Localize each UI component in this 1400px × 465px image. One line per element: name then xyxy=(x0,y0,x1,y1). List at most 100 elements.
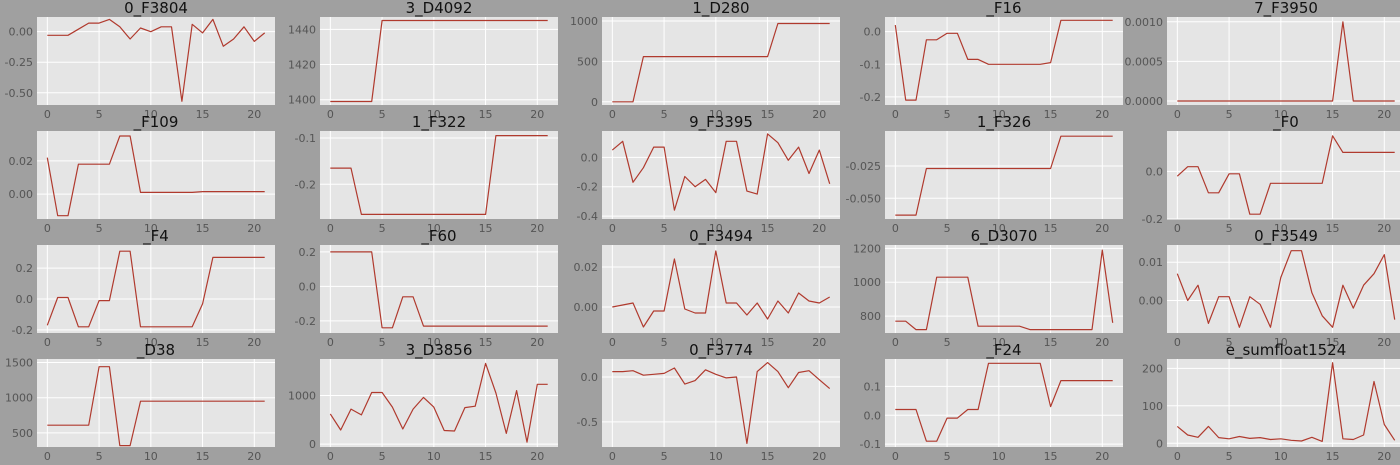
plot-area xyxy=(602,359,840,447)
x-tick-label: 5 xyxy=(944,336,951,349)
chart-panel-7: 9_F3395 0 5 10 15 20 0.0 -0.2 -0.4 xyxy=(577,113,840,235)
x-tick-label: 0 xyxy=(609,336,616,349)
y-tick-label: 0.0 xyxy=(864,26,882,39)
x-tick-label: 0 xyxy=(892,108,899,121)
x-tick-label: 5 xyxy=(661,108,668,121)
plot-area xyxy=(1167,245,1400,333)
x-tick-label: 10 xyxy=(144,450,158,463)
x-tick-label: 20 xyxy=(1377,450,1391,463)
plot-area xyxy=(320,245,558,333)
plot-area xyxy=(1167,131,1400,219)
y-tick-label: 0.0 xyxy=(581,151,599,164)
plot-area xyxy=(885,245,1123,333)
x-tick-label: 0 xyxy=(327,336,334,349)
chart-title: _F109 xyxy=(133,113,179,132)
plot-area xyxy=(602,245,840,333)
x-tick-label: 15 xyxy=(1326,222,1340,235)
y-tick-label: 0.01 xyxy=(1139,256,1164,269)
x-tick-label: 10 xyxy=(427,336,441,349)
y-tick-label: -0.2 xyxy=(577,181,598,194)
y-tick-label: 500 xyxy=(12,427,33,440)
y-tick-label: -0.1 xyxy=(860,438,881,451)
chart-panel-4: 7_F3950 0 5 10 15 20 0.0010 0.0005 0.0000 xyxy=(1125,0,1400,121)
x-tick-label: 20 xyxy=(1377,222,1391,235)
x-tick-label: 20 xyxy=(1095,222,1109,235)
chart-title: _F24 xyxy=(985,341,1021,360)
x-tick-label: 15 xyxy=(1044,450,1058,463)
chart-panel-14: 0_F3549 0 5 10 15 20 0.01 0.00 xyxy=(1139,227,1400,349)
x-tick-label: 5 xyxy=(944,108,951,121)
y-tick-label: -0.2 xyxy=(295,315,316,328)
y-tick-label: 0.00 xyxy=(1139,294,1164,307)
chart-panel-5: _F109 0 5 10 15 20 0.02 0.00 xyxy=(9,113,275,235)
x-tick-label: 10 xyxy=(1274,108,1288,121)
y-tick-label: 0.2 xyxy=(16,262,34,275)
x-tick-label: 5 xyxy=(96,450,103,463)
chart-panel-1: 3_D4092 0 5 10 15 20 1440 1420 1400 xyxy=(288,0,558,121)
x-tick-label: 10 xyxy=(709,336,723,349)
x-tick-label: 15 xyxy=(1044,222,1058,235)
x-tick-label: 0 xyxy=(327,222,334,235)
y-tick-label: 0.2 xyxy=(299,246,317,259)
x-tick-label: 0 xyxy=(609,108,616,121)
y-tick-label: 0.00 xyxy=(9,188,34,201)
plot-area xyxy=(885,131,1123,219)
plot-area xyxy=(37,245,275,333)
x-tick-label: 0 xyxy=(44,108,51,121)
chart-title: 3_D4092 xyxy=(406,0,473,18)
y-tick-label: 1000 xyxy=(853,276,881,289)
x-tick-label: 0 xyxy=(327,108,334,121)
x-tick-label: 0 xyxy=(1174,108,1181,121)
x-tick-label: 15 xyxy=(1044,108,1058,121)
chart-title: 9_F3395 xyxy=(689,113,753,132)
x-tick-label: 5 xyxy=(661,336,668,349)
x-tick-label: 20 xyxy=(247,450,261,463)
y-tick-label: -0.25 xyxy=(5,56,33,69)
x-tick-label: 10 xyxy=(709,108,723,121)
x-tick-label: 20 xyxy=(1377,336,1391,349)
chart-title: _F16 xyxy=(985,0,1021,18)
x-tick-label: 5 xyxy=(1226,336,1233,349)
chart-panel-6: 1_F322 0 5 10 15 20 -0.1 -0.2 xyxy=(295,113,558,235)
chart-title: _F4 xyxy=(142,227,169,246)
x-tick-label: 10 xyxy=(1274,336,1288,349)
plot-area xyxy=(37,17,275,105)
x-tick-label: 10 xyxy=(709,222,723,235)
x-tick-label: 15 xyxy=(1326,108,1340,121)
x-tick-label: 10 xyxy=(992,336,1006,349)
y-tick-label: 1000 xyxy=(570,15,598,28)
y-tick-label: -0.4 xyxy=(577,210,598,223)
y-tick-label: -0.1 xyxy=(295,132,316,145)
chart-title: 0_F3774 xyxy=(689,341,753,360)
series-line xyxy=(1177,21,1395,102)
y-tick-label: 0 xyxy=(591,96,598,109)
x-tick-label: 20 xyxy=(1095,108,1109,121)
series-line xyxy=(47,18,266,102)
chart-title: 6_D3070 xyxy=(971,227,1038,246)
x-tick-label: 20 xyxy=(530,336,544,349)
x-tick-label: 20 xyxy=(530,108,544,121)
x-tick-label: 15 xyxy=(761,336,775,349)
y-tick-label: 0 xyxy=(309,438,316,451)
y-tick-label: 1420 xyxy=(288,59,316,72)
x-tick-label: 10 xyxy=(1274,450,1288,463)
y-tick-label: 0 xyxy=(1156,437,1163,450)
x-tick-label: 10 xyxy=(992,222,1006,235)
y-tick-label: 100 xyxy=(1142,400,1163,413)
y-tick-label: 0.0 xyxy=(299,280,317,293)
x-tick-label: 0 xyxy=(44,336,51,349)
y-tick-label: 0.02 xyxy=(574,261,599,274)
series-line xyxy=(895,249,1114,331)
chart-panel-16: 3_D3856 0 5 10 15 20 1000 0 xyxy=(288,341,558,463)
chart-title: 1_F326 xyxy=(977,113,1031,132)
x-tick-label: 15 xyxy=(1326,336,1340,349)
x-tick-label: 10 xyxy=(144,336,158,349)
y-tick-label: 1500 xyxy=(5,357,33,370)
x-tick-label: 10 xyxy=(992,450,1006,463)
chart-panel-11: _F60 0 5 10 15 20 0.2 0.0 -0.2 xyxy=(295,227,558,349)
x-tick-label: 5 xyxy=(944,222,951,235)
x-tick-label: 15 xyxy=(196,450,210,463)
chart-title: _F60 xyxy=(420,227,456,246)
y-tick-label: 0.0010 xyxy=(1125,16,1164,29)
chart-title: 1_D280 xyxy=(692,0,749,18)
